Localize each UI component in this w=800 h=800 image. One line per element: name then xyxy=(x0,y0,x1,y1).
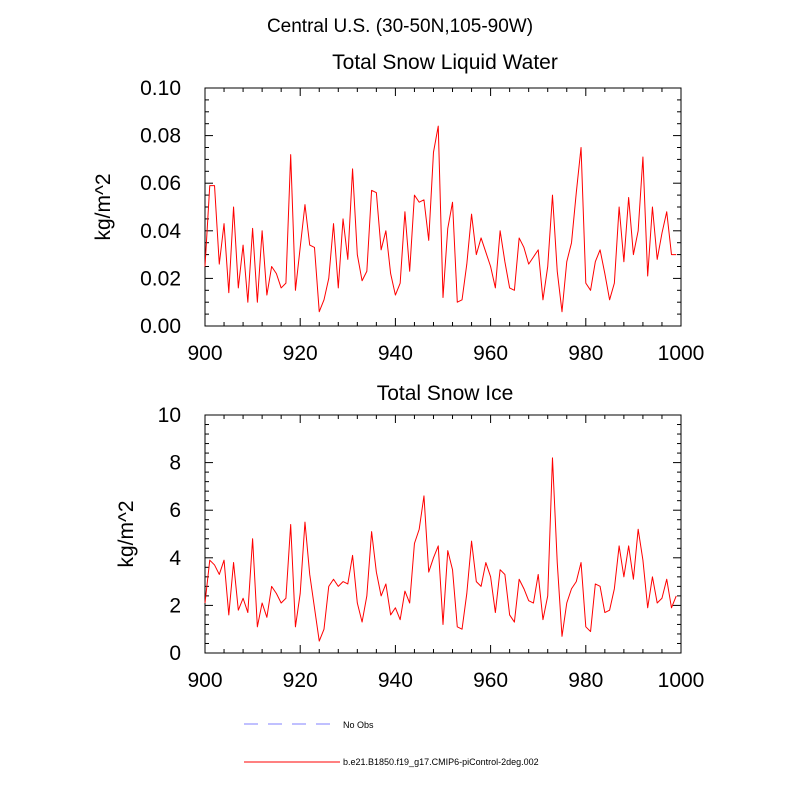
panel-1-xtick-label: 960 xyxy=(473,342,508,365)
panel-2-ylabel: kg/m^2 xyxy=(115,500,138,567)
panel-2-frame xyxy=(204,414,682,654)
panel-2-ytick-label: 8 xyxy=(169,452,181,475)
panel-snow-liquid-water: Total Snow Liquid Water kg/m^2 900 920 940… xyxy=(92,51,704,365)
figure-title: Central U.S. (30-50N,105-90W) xyxy=(267,16,533,37)
panel-2-title: Total Snow Ice xyxy=(377,382,514,405)
panel-2-xtick-label: 920 xyxy=(283,669,318,692)
panel-2-ytick-label: 2 xyxy=(169,594,181,617)
panel-1-ytick-label: 0.10 xyxy=(140,77,181,100)
panel-1-series-line xyxy=(204,125,677,313)
panel-1-xtick-label: 920 xyxy=(283,342,318,365)
panel-1-xtick-label: 1000 xyxy=(658,342,705,365)
panel-2-xtick-label: 980 xyxy=(568,669,603,692)
panel-1-xtick-label: 900 xyxy=(187,342,222,365)
legend-label-no-obs: No Obs xyxy=(343,720,374,730)
panel-1-title: Total Snow Liquid Water xyxy=(332,51,558,74)
panel-1-ylabel: kg/m^2 xyxy=(92,173,115,240)
panel-1-ytick-label: 0.08 xyxy=(140,125,181,148)
legend: No Obs b.e21.B1850.f19_g17.CMIP6-piContr… xyxy=(244,720,539,767)
panel-1-xtick-label: 980 xyxy=(568,342,603,365)
panel-2-series-line xyxy=(204,457,677,642)
panel-2-xtick-label: 1000 xyxy=(658,669,705,692)
panel-2-ytick-label: 4 xyxy=(169,547,181,570)
panel-1-xtick-label: 940 xyxy=(378,342,413,365)
panel-1-ytick-label: 0.06 xyxy=(140,172,181,195)
panel-2-ytick-label: 6 xyxy=(169,499,181,522)
panel-2-xtick-label: 900 xyxy=(187,669,222,692)
panel-2-xtick-label: 940 xyxy=(378,669,413,692)
panel-1-ytick-label: 0.02 xyxy=(140,267,181,290)
legend-label-model: b.e21.B1850.f19_g17.CMIP6-piControl-2deg… xyxy=(343,757,539,767)
panel-2-xtick-label: 960 xyxy=(473,669,508,692)
panel-2-ytick-label: 0 xyxy=(169,642,181,665)
panel-2-plot: 900 920 940 960 980 1000 0 2 4 6 8 10 xyxy=(158,404,705,692)
panel-snow-ice: Total Snow Ice kg/m^2 900 920 940 960 980 100… xyxy=(115,382,704,692)
panel-1-ytick-label: 0.04 xyxy=(140,220,181,243)
panel-2-ytick-label: 10 xyxy=(158,404,181,427)
panel-1-plot: 900 920 940 960 980 1000 0.00 0.02 0.04 0.06 0.08 0… xyxy=(140,77,704,365)
panel-1-ytick-label: 0.00 xyxy=(140,315,181,338)
